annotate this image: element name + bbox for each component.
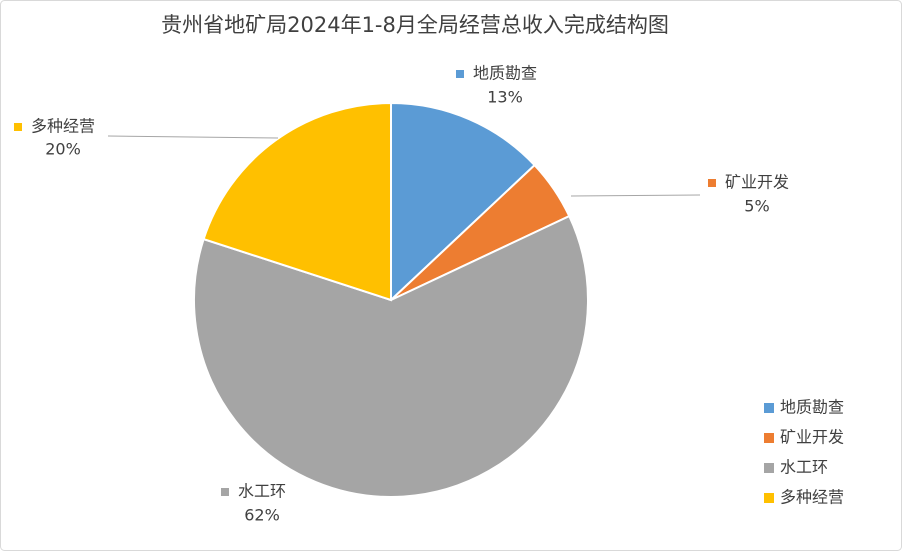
legend-marker <box>764 433 774 443</box>
pie-slice <box>390 101 537 303</box>
data-label-marker <box>220 488 229 496</box>
legend-marker <box>764 463 774 473</box>
chart-title: 贵州省地矿局2024年1-8月全局经营总收入完成结构图 <box>161 13 669 37</box>
legend-marker <box>764 403 774 413</box>
pie-slice <box>202 101 392 302</box>
data-label-marker <box>455 70 464 78</box>
data-label-value: 20% <box>45 140 81 159</box>
legend-label: 水工环 <box>780 458 828 477</box>
legend-label: 多种经营 <box>780 488 844 507</box>
data-label-category: 多种经营 <box>31 117 95 136</box>
legend-label: 地质勘查 <box>780 398 844 417</box>
legend-label: 矿业开发 <box>780 428 844 447</box>
data-label-value: 13% <box>487 88 523 107</box>
data-label-marker <box>707 179 716 187</box>
data-label-value: 5% <box>744 197 769 216</box>
data-label-value: 62% <box>244 506 280 525</box>
data-label-category: 地质勘查 <box>473 64 537 83</box>
pie-slice <box>193 214 589 498</box>
data-label-marker <box>13 123 22 131</box>
data-label-category: 水工环 <box>238 482 286 501</box>
leader-line <box>570 194 701 197</box>
legend-marker <box>764 493 774 503</box>
data-label-category: 矿业开发 <box>725 173 789 192</box>
leader-line <box>107 135 279 139</box>
